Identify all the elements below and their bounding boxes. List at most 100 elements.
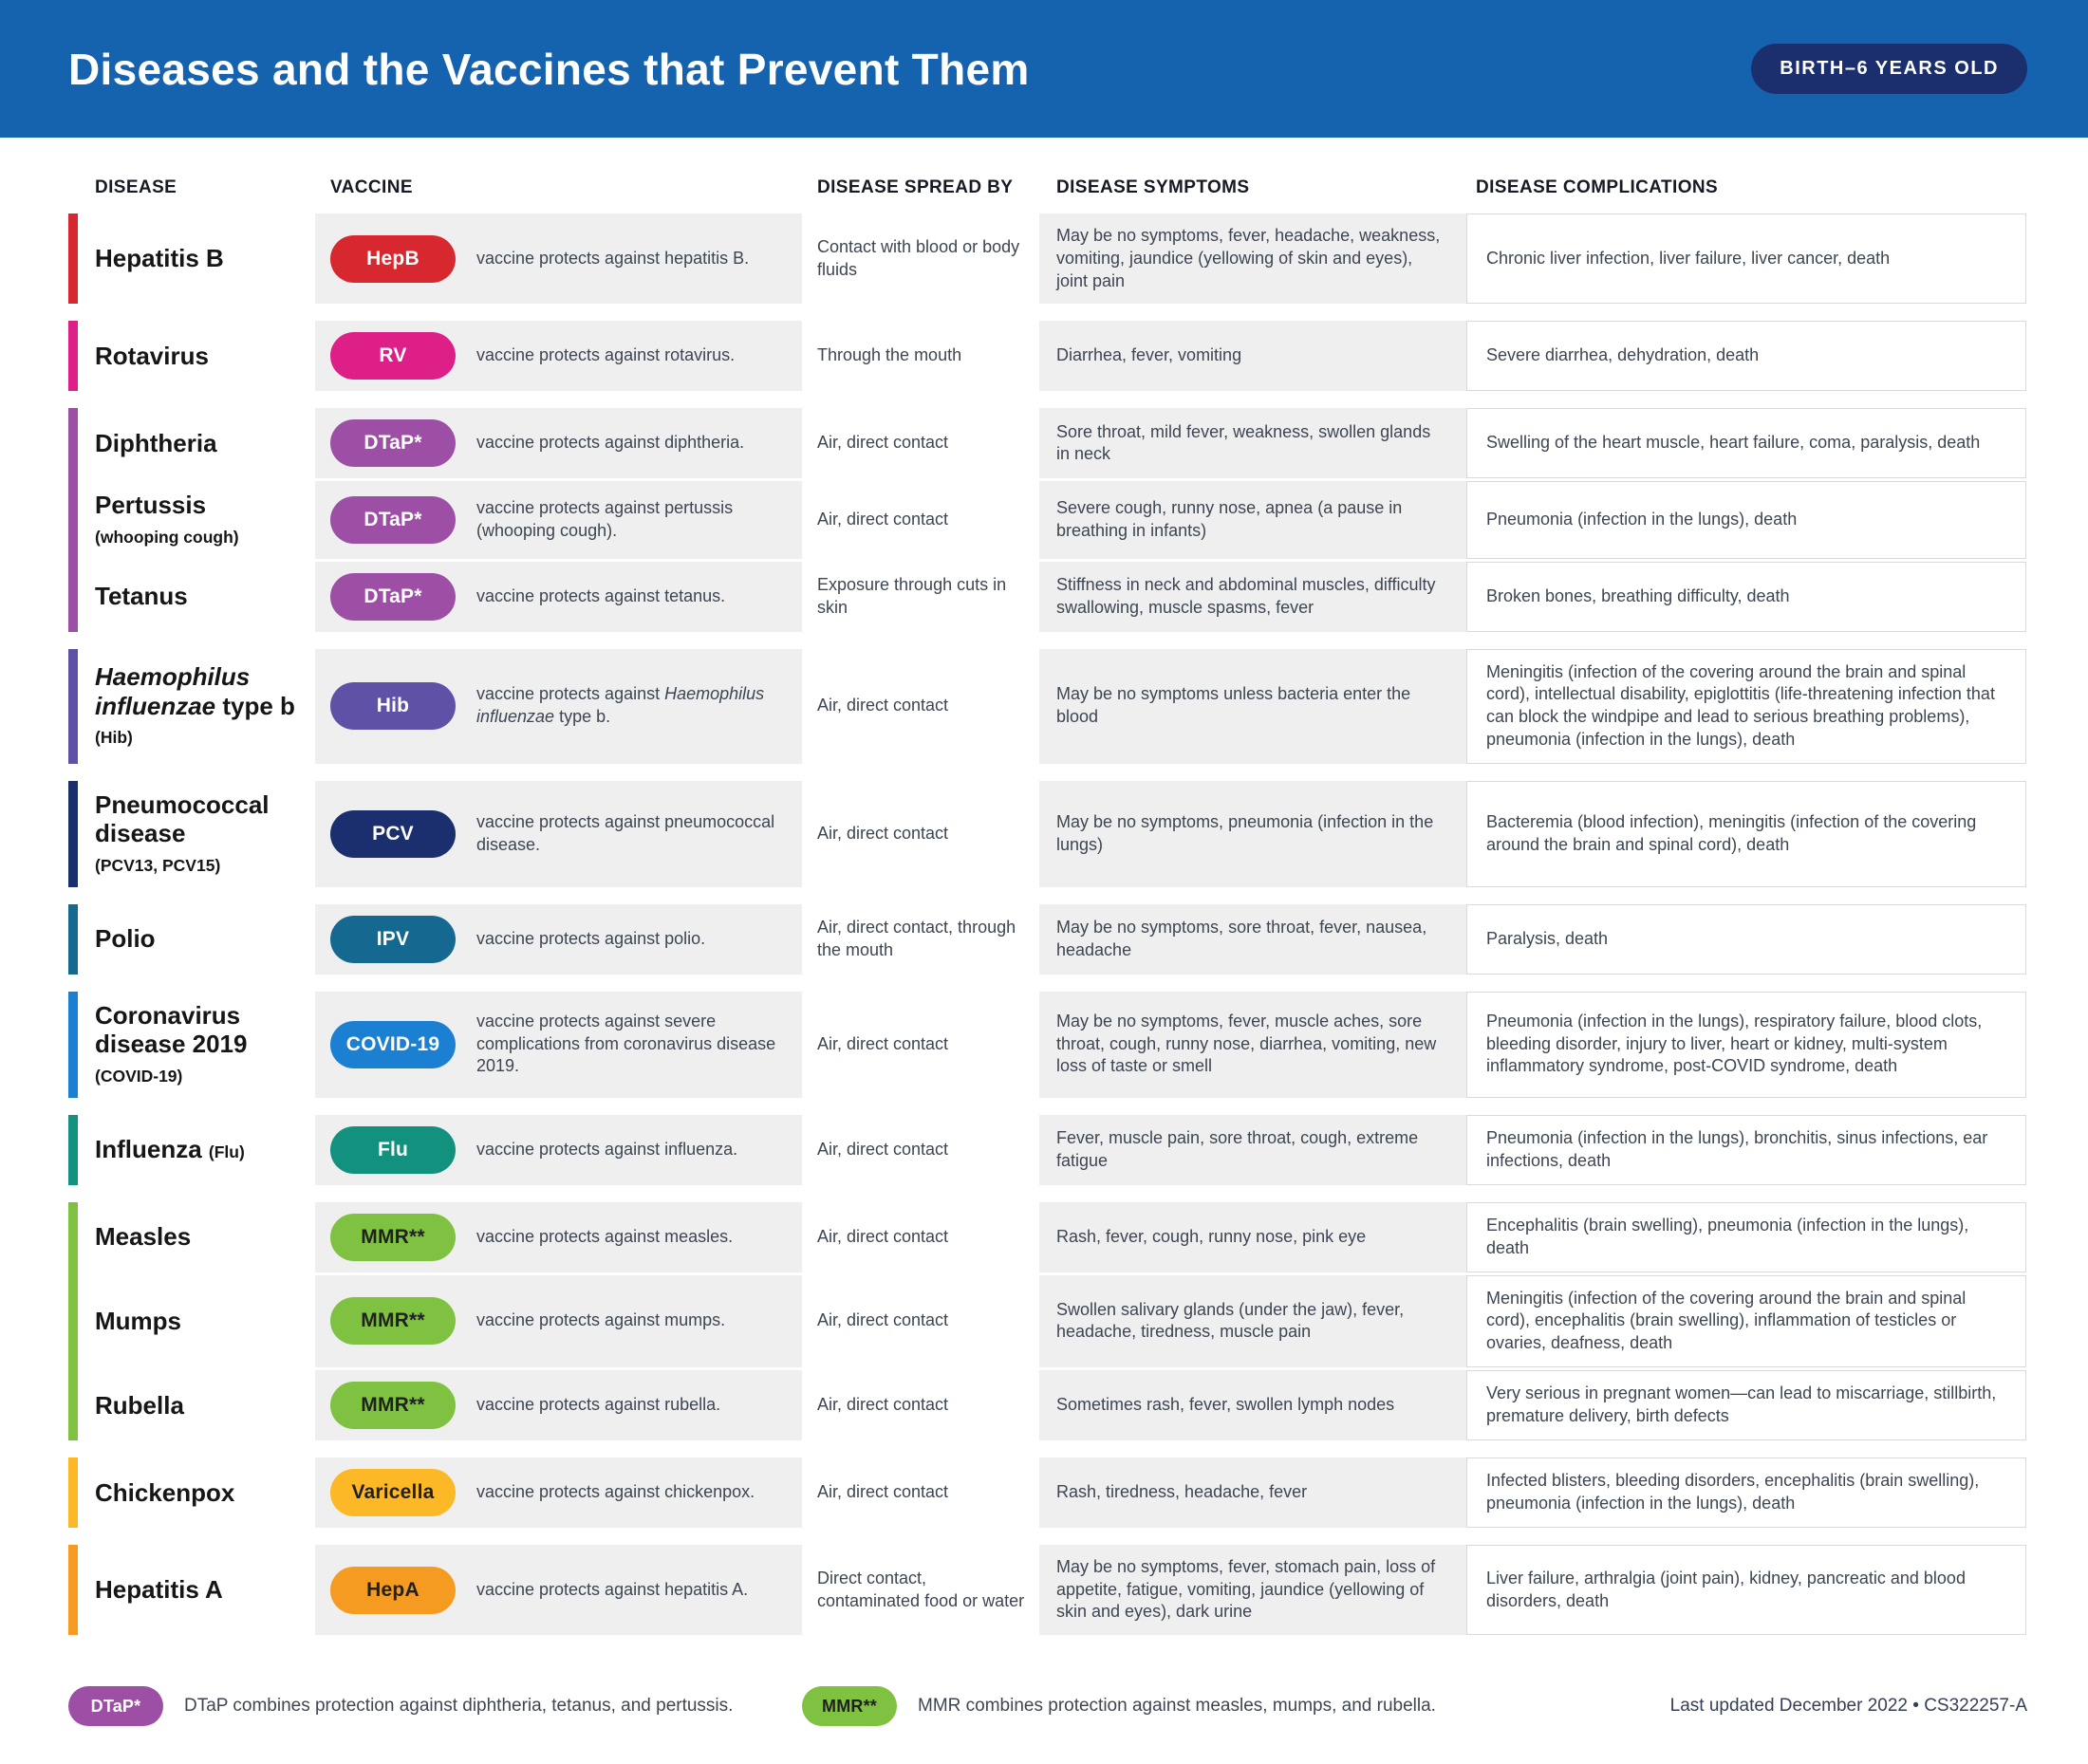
vaccine-cell: DTaP* vaccine protects against diphtheria… xyxy=(315,408,802,479)
vaccine-pill: Varicella xyxy=(330,1468,456,1516)
complications-cell: Broken bones, breathing difficulty, deat… xyxy=(1466,561,2026,632)
disease-name: Rotavirus xyxy=(95,342,209,371)
text-segment: vaccine protects against xyxy=(476,684,665,704)
table-row-rubella: Rubella MMR** vaccine protects against rub… xyxy=(78,1366,2027,1440)
spread-text: Contact with blood or body fluids xyxy=(817,236,1020,279)
symptoms-text: Sometimes rash, fever, swollen lymph nod… xyxy=(1056,1395,1395,1414)
complications-text: Chronic liver infection, liver failure, … xyxy=(1486,248,1891,268)
complications-text: Encephalitis (brain swelling), pneumonia… xyxy=(1486,1215,1969,1257)
group-color-bar xyxy=(68,903,78,975)
table-row-measles: Measles MMR** vaccine protects against mea… xyxy=(78,1201,2027,1272)
vaccine-cell: Hib vaccine protects against Haemophilus … xyxy=(315,648,802,764)
page-title: Diseases and the Vaccines that Prevent T… xyxy=(68,44,1030,94)
spread-cell: Air, direct contact xyxy=(802,408,1039,479)
text-segment: Measles xyxy=(95,1222,192,1252)
disease-name: Coronavirus disease 2019 (COVID-19) xyxy=(95,1001,302,1088)
text-segment: vaccine protects against influenza. xyxy=(476,1139,738,1159)
vaccine-description: vaccine protects against hepatitis A. xyxy=(476,1579,748,1602)
vaccine-description: vaccine protects against mumps. xyxy=(476,1309,725,1332)
last-updated-text: Last updated December 2022 • CS322257-A xyxy=(1669,1696,2027,1717)
vaccine-group: Rotavirus RV vaccine protects against rota… xyxy=(68,321,2027,392)
disease-name: Rubella xyxy=(95,1391,184,1420)
disease-name-cell: Measles xyxy=(78,1202,315,1272)
vaccine-cell: HepB vaccine protects against hepatitis B… xyxy=(315,214,802,305)
table-row-pneumococcal: Pneumococcal disease (PCV13, PCV15) PCV vac… xyxy=(78,780,2027,887)
symptoms-text: May be no symptoms, sore throat, fever, … xyxy=(1056,917,1427,959)
group-rows: Polio IPV vaccine protects against polio. A… xyxy=(78,903,2027,975)
text-segment: vaccine protects against hepatitis B. xyxy=(476,248,750,268)
spread-text: Air, direct contact xyxy=(817,1226,949,1246)
symptoms-text: May be no symptoms, pneumonia (infection… xyxy=(1056,811,1434,854)
group-color-bar xyxy=(68,214,78,305)
text-segment: Rubella xyxy=(95,1390,184,1420)
complications-text: Meningitis (infection of the covering ar… xyxy=(1486,661,1995,749)
vaccine-pill: HepA xyxy=(330,1566,456,1614)
symptoms-text: Rash, fever, cough, runny nose, pink eye xyxy=(1056,1226,1367,1246)
disease-name: Pertussis (whooping cough) xyxy=(95,491,239,548)
text-segment: vaccine protects against chickenpox. xyxy=(476,1482,755,1501)
disease-name-cell: Influenza (Flu) xyxy=(78,1115,315,1185)
spread-text: Air, direct contact, through the mouth xyxy=(817,917,1016,959)
vaccine-description: vaccine protects against pertussis (whoo… xyxy=(476,497,785,543)
page-header: Diseases and the Vaccines that Prevent T… xyxy=(0,0,2088,138)
text-segment: Chickenpox xyxy=(95,1477,235,1507)
vaccine-group: Diphtheria DTaP* vaccine protects against … xyxy=(68,408,2027,632)
text-segment: Mumps xyxy=(95,1306,181,1335)
spread-cell: Air, direct contact xyxy=(802,648,1039,764)
complications-text: Liver failure, arthralgia (joint pain), … xyxy=(1486,1568,1966,1610)
symptoms-cell: May be no symptoms, fever, muscle aches,… xyxy=(1039,991,1466,1098)
symptoms-text: May be no symptoms unless bacteria enter… xyxy=(1056,684,1411,727)
spread-text: Air, direct contact xyxy=(817,823,949,843)
dtap-footnote-pill: DTaP* xyxy=(68,1686,163,1727)
table-row-covid-19: Coronavirus disease 2019 (COVID-19) COVID-… xyxy=(78,991,2027,1098)
text-segment: vaccine protects against rotavirus. xyxy=(476,345,736,365)
disease-name-cell: Rotavirus xyxy=(78,321,315,391)
colhead-vaccine: VACCINE xyxy=(330,177,413,197)
text-segment: vaccine protects against severe complica… xyxy=(476,1011,776,1076)
vaccine-description: vaccine protects against polio. xyxy=(476,928,705,951)
spread-cell: Air, direct contact xyxy=(802,481,1039,559)
disease-name: Measles xyxy=(95,1222,191,1252)
spread-text: Air, direct contact xyxy=(817,696,949,715)
complications-text: Bacteremia (blood infection), meningitis… xyxy=(1486,811,1977,854)
vaccine-pill: Flu xyxy=(330,1125,456,1174)
vaccine-description: vaccine protects against Haemophilus inf… xyxy=(476,683,785,729)
disease-name: Pneumococcal disease (PCV13, PCV15) xyxy=(95,790,302,878)
spread-cell: Air, direct contact xyxy=(802,1274,1039,1367)
table-row-hib: Haemophilus influenzae type b (Hib) Hib va… xyxy=(78,648,2027,764)
group-color-bar xyxy=(68,1201,78,1440)
vaccine-cell: DTaP* vaccine protects against tetanus. xyxy=(315,561,802,632)
vaccine-description: vaccine protects against pneumococcal di… xyxy=(476,811,785,857)
footnote-dtap: DTaP* DTaP combines protection against d… xyxy=(68,1686,802,1727)
group-color-bar xyxy=(68,1544,78,1636)
spread-cell: Through the mouth xyxy=(802,321,1039,392)
vaccine-description: vaccine protects against rotavirus. xyxy=(476,344,735,367)
vaccine-description: vaccine protects against hepatitis B. xyxy=(476,248,749,270)
text-segment: Haemophilus influenzae xyxy=(95,662,251,720)
group-rows: Influenza (Flu) Flu vaccine protects again… xyxy=(78,1114,2027,1185)
group-color-bar xyxy=(68,1457,78,1528)
spread-cell: Direct contact, contaminated food or wat… xyxy=(802,1544,1039,1636)
spread-text: Air, direct contact xyxy=(817,433,949,453)
vaccine-cell: COVID-19 vaccine protects against severe … xyxy=(315,991,802,1098)
symptoms-cell: May be no symptoms, fever, stomach pain,… xyxy=(1039,1544,1466,1636)
complications-text: Pneumonia (infection in the lungs), bron… xyxy=(1486,1127,1988,1170)
complications-cell: Severe diarrhea, dehydration, death xyxy=(1466,321,2026,392)
spread-cell: Air, direct contact xyxy=(802,1369,1039,1440)
vaccine-description: vaccine protects against measles. xyxy=(476,1226,733,1249)
symptoms-cell: May be no symptoms, sore throat, fever, … xyxy=(1039,903,1466,975)
symptoms-text: Sore throat, mild fever, weakness, swoll… xyxy=(1056,421,1431,464)
column-headers: DISEASE VACCINE DISEASE SPREAD BY DISEAS… xyxy=(68,177,2027,198)
table-row-pertussis: Pertussis (whooping cough) DTaP* vaccine pr… xyxy=(78,478,2027,559)
complications-cell: Paralysis, death xyxy=(1466,903,2026,975)
spread-text: Air, direct contact xyxy=(817,510,949,529)
complications-text: Pneumonia (infection in the lungs), deat… xyxy=(1486,510,1798,529)
complications-cell: Pneumonia (infection in the lungs), bron… xyxy=(1466,1114,2026,1185)
text-segment: Pneumococcal disease xyxy=(95,789,270,848)
table-row-polio: Polio IPV vaccine protects against polio. A… xyxy=(78,903,2027,975)
symptoms-text: May be no symptoms, fever, headache, wea… xyxy=(1056,226,1441,290)
disease-name-cell: Diphtheria xyxy=(78,408,315,478)
text-segment: vaccine protects against measles. xyxy=(476,1226,734,1246)
text-segment: (PCV13, PCV15) xyxy=(95,855,221,875)
complications-text: Infected blisters, bleeding disorders, e… xyxy=(1486,1471,1980,1513)
